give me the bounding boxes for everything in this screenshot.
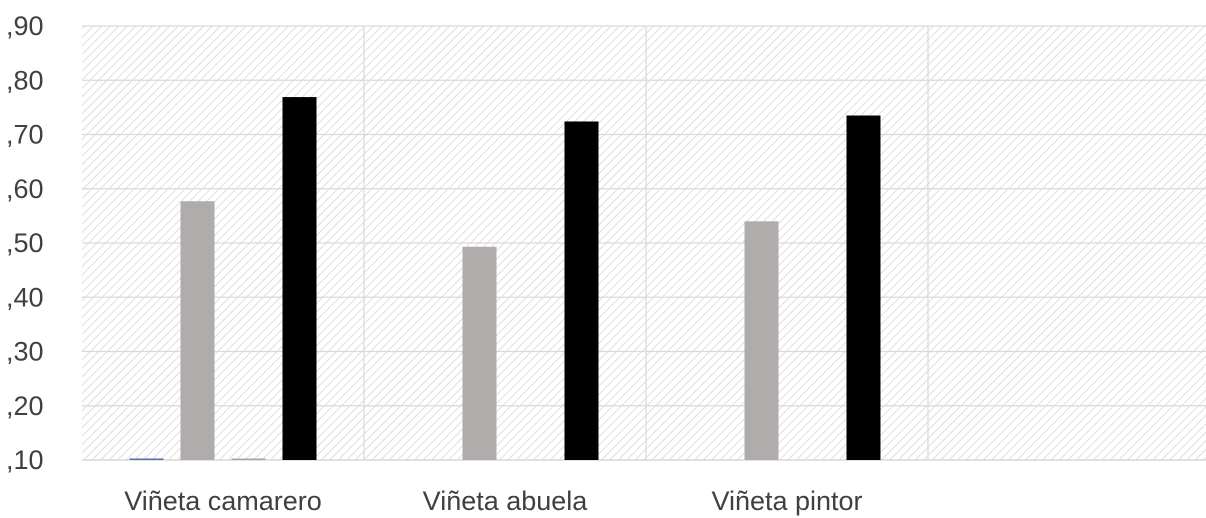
- x-category-label: Viñeta pintor: [711, 486, 862, 516]
- bar: [846, 115, 881, 460]
- bar: [282, 97, 317, 460]
- bar: [129, 458, 164, 460]
- bars: [129, 97, 881, 461]
- x-category-label: Viñeta camarero: [124, 486, 322, 516]
- y-tick-label: ,20: [6, 391, 44, 421]
- bar: [462, 246, 497, 460]
- y-tick-label: ,60: [6, 174, 44, 204]
- bar: [564, 121, 599, 460]
- y-tick-label: ,30: [6, 337, 44, 367]
- y-tick-label: ,40: [6, 282, 44, 312]
- y-tick-label: ,70: [6, 120, 44, 150]
- bar: [744, 221, 779, 460]
- y-tick-label: ,80: [6, 65, 44, 95]
- bar: [231, 458, 266, 460]
- x-axis-category-labels: Viñeta camarero Viñeta abuela Viñeta pinto…: [124, 486, 862, 516]
- y-axis-tick-labels: ,10 ,20 ,30 ,40 ,50 ,60 ,70 ,80 ,90: [6, 11, 44, 475]
- y-tick-label: ,10: [6, 445, 44, 475]
- y-tick-label: ,90: [6, 11, 44, 41]
- bar: [180, 201, 215, 461]
- y-tick-label: ,50: [6, 228, 44, 258]
- grid-lines: [82, 25, 1206, 461]
- x-category-label: Viñeta abuela: [423, 486, 589, 516]
